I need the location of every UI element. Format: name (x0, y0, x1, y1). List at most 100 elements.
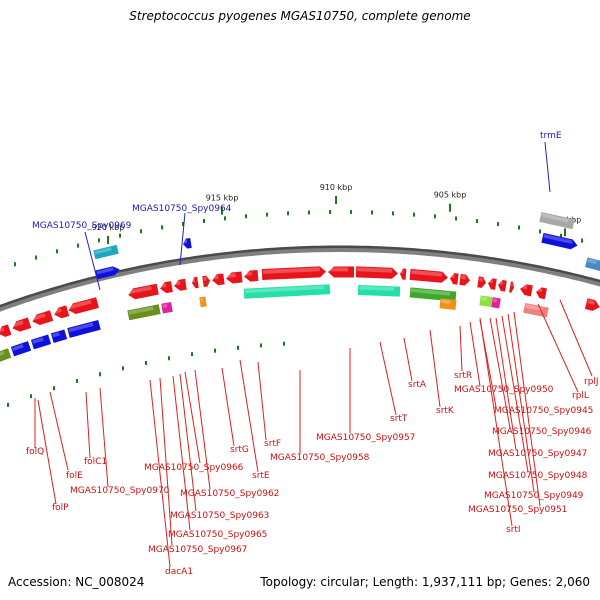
cog-box-shine (481, 296, 488, 301)
leader-line-inner (469, 321, 481, 387)
leader-line-inner (149, 379, 171, 568)
outer-cds-arrow-small (183, 238, 192, 249)
cog-box-shine (493, 298, 498, 303)
outer-cds-arrow-shine (96, 267, 114, 275)
ruler-label: 905 kbp (434, 191, 467, 200)
cds-arrow-shine (451, 273, 455, 279)
cds-arrow-shine (212, 275, 219, 280)
gc-dot-inner (99, 372, 101, 377)
cog-box-shape (439, 298, 457, 310)
cds-arrow-shape (509, 281, 514, 293)
cds-arrow (68, 297, 99, 314)
cds-arrow (355, 266, 398, 279)
cds-arrow-shape (174, 278, 187, 291)
cog-box-shine (32, 337, 44, 344)
cog-box-shape (199, 296, 207, 308)
cds-arrow-shine (479, 277, 484, 282)
outer-cds-arrow (95, 266, 120, 280)
inner-label: srtF (264, 439, 281, 449)
cds-arrow-shine (461, 275, 467, 280)
cds-arrow-shine (262, 267, 320, 274)
inner-label: MGAS10750_Spy0947 (488, 449, 587, 459)
inner-label: MGAS10750_Spy0958 (270, 453, 370, 463)
ruler-label: 915 kbp (206, 194, 239, 203)
cds-arrow-shape (520, 284, 533, 297)
cds-arrow-shine (160, 283, 167, 288)
gc-dot-inner (191, 352, 193, 357)
cds-arrow (0, 324, 12, 337)
inner-label: MGAS10750_Spy0948 (488, 471, 588, 481)
cog-box-shine (441, 299, 451, 304)
cds-arrow-shape (488, 278, 497, 290)
cds-arrow (400, 268, 407, 280)
cog-box (479, 295, 493, 307)
cds-arrow-shine (128, 285, 152, 295)
inner-label: MGAS10750_Spy0967 (148, 545, 247, 555)
gc-dot-inner (260, 343, 262, 348)
gc-dot (140, 229, 142, 234)
cds-arrow-shape (450, 273, 459, 285)
cds-arrow (509, 281, 514, 293)
backbone (0, 245, 600, 312)
cds-arrow-shine (521, 284, 528, 290)
cog-box-shine (68, 322, 94, 333)
gc-dot (266, 212, 268, 217)
leader-line-inner (479, 317, 513, 527)
leader-line-inner (49, 391, 69, 471)
cds-arrow-shine (53, 308, 62, 314)
cds-arrow-shine (244, 271, 252, 276)
leader-line-inner (429, 329, 441, 408)
cds-arrow-shine (357, 267, 393, 273)
figure-title: Streptococcus pyogenes MGAS10750, comple… (129, 9, 471, 23)
inner-label: srtE (252, 471, 270, 481)
gc-dot-inner (283, 341, 285, 346)
cog-box (50, 329, 68, 343)
inner-label: MGAS10750_Spy0951 (468, 505, 567, 515)
cog-box (10, 341, 32, 357)
cog-box-shape (409, 287, 457, 302)
cds-arrow (520, 284, 533, 297)
inner-label: srtG (230, 445, 249, 455)
cds-arrow (11, 317, 32, 332)
gc-dot (308, 210, 310, 215)
inner-label: MGAS10750_Spy0957 (316, 433, 415, 443)
gc-dot-inner (30, 394, 32, 399)
cds-arrow (261, 266, 326, 281)
leader-line-inner (221, 367, 235, 447)
cds-arrow-shape (12, 317, 32, 332)
cog-box-shape (491, 297, 501, 309)
cog-box (161, 301, 173, 314)
label-leaders (34, 141, 593, 568)
cds-arrow-shape (192, 276, 199, 289)
cog-box (0, 348, 12, 362)
cog-box-shape (479, 295, 493, 307)
cds-arrow-shine (68, 299, 92, 310)
cog-box (199, 296, 207, 308)
inner-label: MGAS10750_Spy0946 (492, 427, 592, 437)
cds-arrow (32, 310, 54, 325)
cds-arrow-shine (192, 278, 196, 283)
feature-labels: trmE MGAS10750_Spy0964MGAS10750_Spy0969fo… (26, 131, 599, 577)
gc-dot (14, 262, 16, 267)
outer-label: trmE (540, 131, 562, 141)
cds-arrow-shape (244, 269, 259, 282)
leader-line-inner (403, 337, 413, 382)
outer-cog-box-grey-shine (541, 213, 569, 223)
cog-box-shine (0, 351, 5, 357)
gc-dot-inner (145, 360, 147, 365)
gc-dot (56, 249, 58, 254)
inner-label: MGAS10750_Spy0966 (144, 463, 244, 473)
inner-label: rplJ (584, 377, 599, 387)
cds-arrow (128, 283, 159, 300)
leader-line-outer (544, 141, 551, 193)
inner-label: MGAS10750_Spy0965 (168, 530, 267, 540)
cog-box (523, 302, 549, 318)
outer-cds-arrow-trmE-shape (541, 232, 578, 250)
cds-arrow (202, 275, 210, 288)
cog-box-shape (67, 319, 101, 338)
cog-box (243, 284, 331, 299)
cds-arrow-shape (226, 271, 243, 284)
cds-arrow (536, 287, 548, 300)
cds-arrow (459, 273, 470, 286)
